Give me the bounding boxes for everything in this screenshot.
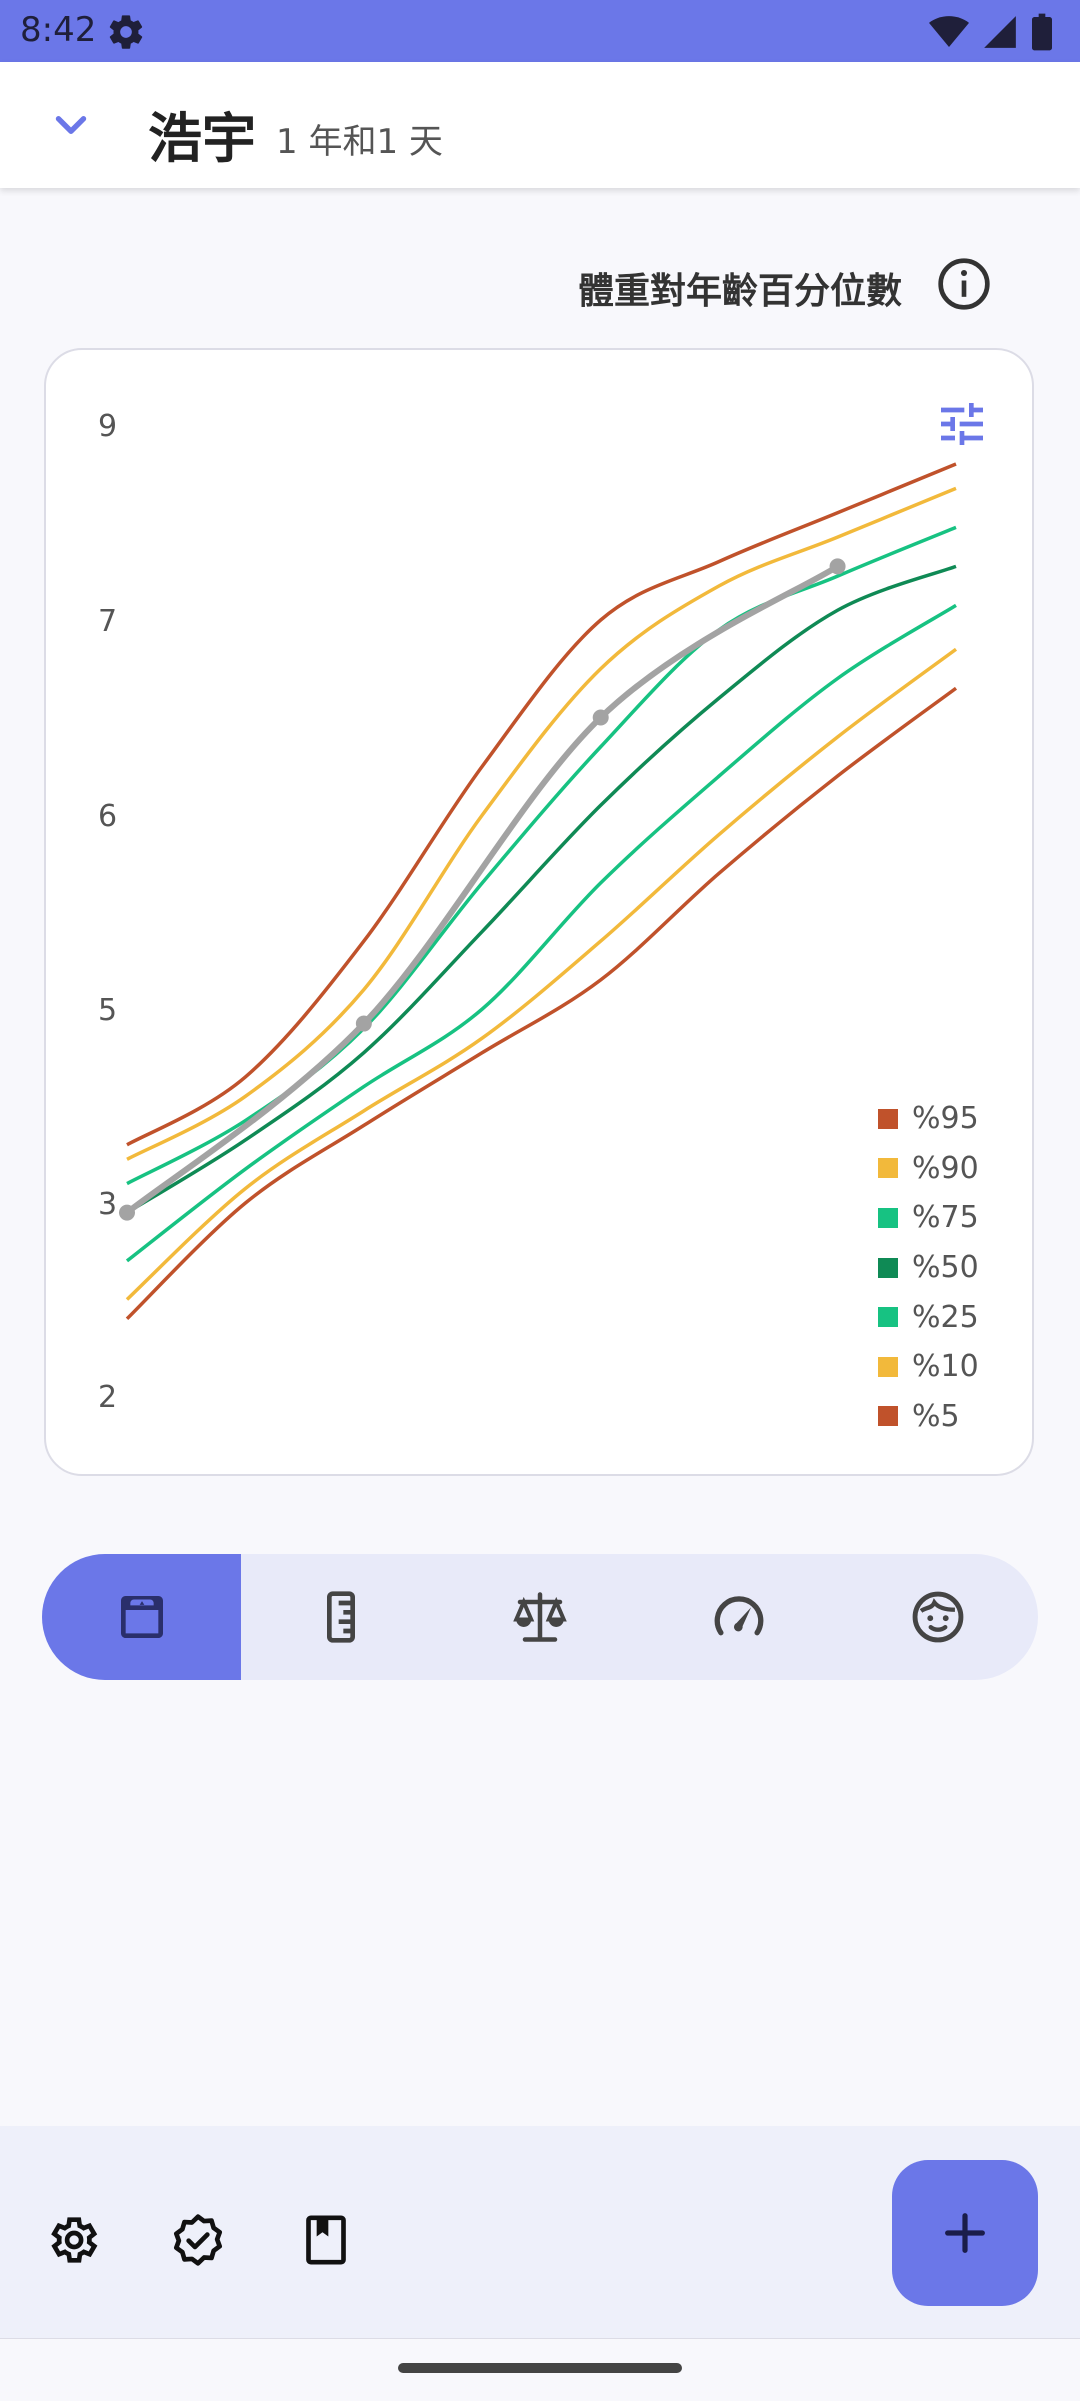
status-bar: 8:42 [0, 0, 1080, 62]
speedometer-icon [714, 1596, 763, 1636]
legend-swatch [878, 1406, 898, 1427]
legend-swatch [878, 1257, 898, 1278]
legend-swatch [878, 1158, 898, 1179]
percentile-line-p75 [126, 525, 957, 1186]
info-icon[interactable] [936, 256, 992, 312]
percentile-line-p95 [126, 462, 957, 1147]
measurement-point[interactable] [829, 558, 846, 575]
percentile-line-p25 [125, 603, 957, 1263]
legend-label: %25 [912, 1299, 979, 1335]
chart-type-tabs [42, 1554, 1038, 1680]
percentile-line-p10 [125, 647, 958, 1301]
legend-item: %10 [878, 1342, 979, 1392]
percentile-line-p50 [126, 564, 957, 1215]
battery-icon [1032, 13, 1052, 51]
add-icon [945, 2213, 985, 2253]
system-navigation-bar [0, 2338, 1080, 2401]
status-icons [922, 12, 1054, 52]
legend-label: %95 [912, 1101, 979, 1137]
tab-bmi[interactable] [440, 1554, 639, 1680]
legend-swatch [878, 1207, 898, 1228]
measurement-point[interactable] [119, 1204, 135, 1221]
growth-chart: 9 7 6 5 3 2 [98, 409, 958, 1415]
legend-item: %25 [878, 1292, 979, 1342]
signal-icon [984, 16, 1016, 48]
measurement-line [124, 563, 841, 1216]
chart-card [44, 348, 1034, 1476]
y-tick-label: 7 [98, 604, 117, 639]
ruler-icon [326, 1591, 355, 1643]
add-button[interactable] [892, 2160, 1038, 2306]
percentile-line-p90 [126, 486, 957, 1161]
wifi-icon [928, 16, 969, 47]
y-tick-label: 3 [98, 1187, 117, 1222]
weight-scale-icon [120, 1596, 163, 1638]
settings-icon[interactable] [44, 2212, 100, 2268]
legend-label: %75 [912, 1200, 979, 1236]
book-icon[interactable] [298, 2212, 354, 2268]
legend-swatch [878, 1108, 898, 1129]
child-age: 1 年和1 天 [276, 122, 443, 162]
balance-icon [512, 1592, 567, 1642]
chart-title: 體重對年齡百分位數 [577, 271, 902, 312]
legend-item: %5 [878, 1392, 979, 1442]
y-tick-label: 2 [98, 1380, 117, 1415]
status-time: 8:42 [20, 10, 97, 50]
legend-swatch [878, 1307, 898, 1328]
chart-legend: %95 %90 %75 %50 %25 %10 %5 [878, 1094, 979, 1441]
tab-head-circumference[interactable] [838, 1554, 1037, 1680]
baby-face-icon [912, 1591, 963, 1643]
home-gesture-handle[interactable] [398, 2363, 682, 2373]
y-tick-label: 5 [98, 993, 117, 1028]
legend-label: %90 [912, 1150, 979, 1186]
y-tick-label: 9 [98, 409, 117, 444]
measurement-point[interactable] [592, 709, 609, 726]
app-bar: 浩宇 1 年和1 天 [0, 62, 1080, 188]
legend-label: %50 [912, 1250, 979, 1286]
legend-label: %5 [912, 1398, 960, 1434]
percentile-line-p5 [125, 686, 958, 1321]
legend-item: %95 [878, 1094, 979, 1144]
legend-label: %10 [912, 1349, 979, 1385]
tune-icon[interactable] [934, 396, 990, 452]
verified-badge-icon[interactable] [170, 2212, 226, 2268]
tab-height[interactable] [241, 1554, 440, 1680]
settings-status-icon [109, 15, 143, 49]
tab-growth-rate[interactable] [639, 1554, 838, 1680]
legend-item: %50 [878, 1243, 979, 1293]
legend-item: %90 [878, 1144, 979, 1194]
bottom-app-bar [0, 2126, 1080, 2338]
child-name[interactable]: 浩宇 [148, 107, 256, 170]
chevron-down-icon[interactable] [46, 100, 96, 150]
legend-item: %75 [878, 1193, 979, 1243]
y-tick-label: 6 [98, 799, 117, 834]
tab-weight[interactable] [42, 1554, 241, 1680]
legend-swatch [878, 1356, 898, 1377]
measurement-point[interactable] [355, 1015, 372, 1032]
